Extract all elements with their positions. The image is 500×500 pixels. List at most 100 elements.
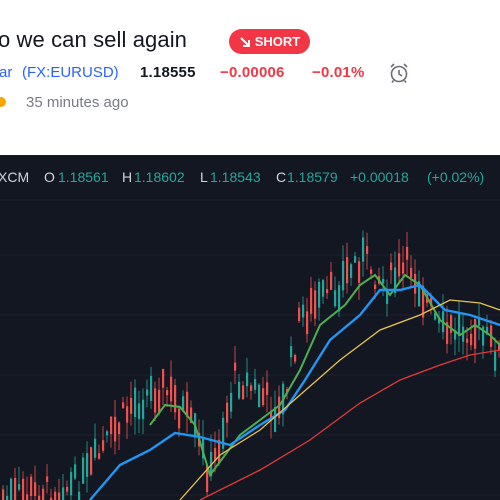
candle-body [186,391,189,417]
candle-body [126,406,129,423]
candle-body [138,403,141,420]
candle-body [306,311,309,335]
candle-body [242,385,245,400]
candle-body [302,304,305,318]
candle-body [34,482,37,497]
candle-body [50,497,53,500]
legend-high-value: 1.18602 [134,169,185,185]
candle-body [338,285,341,312]
candle-body [158,389,161,413]
candle-body [178,408,181,429]
candle-body [450,315,453,333]
candle-body [334,290,337,307]
candle-body [370,269,373,274]
candle-body [386,291,389,304]
candle-body [346,257,349,284]
candle-body [414,273,417,294]
candle-body [202,436,205,459]
candle-body [6,495,9,500]
candle-body [478,318,481,326]
last-price: 1.18555 [140,64,196,81]
short-badge: SHORT [229,29,310,54]
candle-body [374,284,377,289]
candle-body [174,385,177,413]
legend-close-value: 1.18579 [287,169,338,185]
candle-body [150,375,153,401]
candle-body [182,396,185,412]
candle-body [10,478,13,500]
legend-high-label: H [122,169,133,185]
candle-body [486,326,489,335]
candle-body [462,326,465,342]
candle-body [142,399,145,420]
candle-body [366,246,369,254]
candle-body [206,465,209,493]
candle-body [270,411,273,421]
legend-change-percent: (+0.02%) [427,169,485,185]
moving-average-long [199,349,500,500]
candle-body [82,457,85,484]
candle-body [254,379,257,390]
candle-body [434,312,437,320]
candle-body [114,416,117,442]
candle-body [298,307,301,322]
candle-body [394,267,397,294]
candle-body [402,262,405,274]
candle-body [18,484,21,490]
candle-body [314,290,317,319]
candle-body [294,355,297,362]
candle-body [170,376,173,402]
candle-body [226,402,229,423]
chart-canvas[interactable] [0,155,500,500]
candle-body [62,487,65,500]
candle-body [146,389,149,396]
idea-header: o we can sell again SHORT ar (FX:EURUSD)… [0,0,500,155]
candle-body [166,390,169,396]
candle-body [258,384,261,408]
candle-body [430,297,433,306]
idea-title: o we can sell again [0,27,188,52]
candle-body [54,491,57,500]
candle-body [498,343,500,351]
candle-body [230,392,233,412]
candle-body [494,351,497,371]
candle-body [102,440,105,451]
legend-low-value: 1.18543 [210,169,261,185]
candle-body [238,381,241,399]
candle-body [406,246,409,260]
moving-average-fast [149,273,500,478]
alarm-clock-icon[interactable] [387,61,411,85]
candle-body [318,281,321,308]
candle-body [342,260,345,291]
candle-body [246,372,249,387]
candle-body [70,472,73,496]
candle-body [118,422,121,435]
candle-body [446,322,449,344]
candle-body [390,262,393,271]
candle-body [86,453,89,477]
candle-body [58,492,61,500]
candle-body [358,261,361,283]
candle-body [218,439,221,464]
candle-body [330,271,333,290]
badge-label: SHORT [254,34,301,49]
candle-body [74,464,77,479]
candle-body [90,447,93,475]
candle-body [94,438,97,458]
candle-body [234,362,237,371]
candle-body [122,402,125,409]
legend-low-label: L [200,169,208,185]
posted-time-label: 35 minutes ago [26,94,129,111]
candle-body [42,488,45,500]
legend-open-value: 1.18561 [58,169,109,185]
arrow-down-right-icon [240,36,250,47]
candle-body [14,478,17,500]
price-chart[interactable]: XCM O 1.18561 H 1.18602 L 1.18543 C 1.18… [0,155,500,500]
instrument-symbol-link[interactable]: (FX:EURUSD) [22,64,119,81]
candle-body [154,388,157,413]
candle-body [466,338,469,343]
legend-open-label: O [44,169,55,185]
instrument-name[interactable]: ar [0,64,13,81]
legend-change: +0.00018 [350,169,409,185]
candle-body [190,407,193,423]
